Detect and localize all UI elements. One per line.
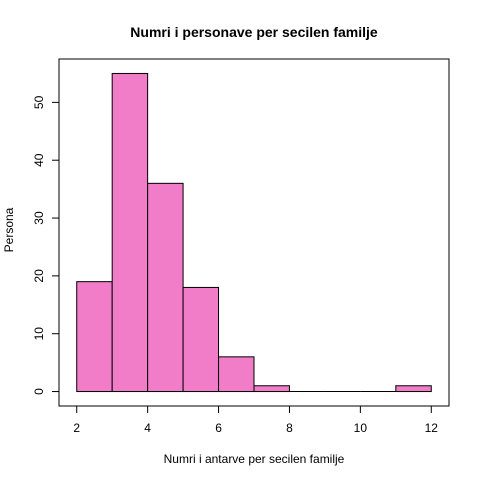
histogram-bar bbox=[77, 282, 112, 392]
chart-title: Numri i personave per secilen familje bbox=[130, 24, 378, 40]
x-tick-label: 10 bbox=[354, 421, 368, 435]
y-axis-label: Persona bbox=[2, 207, 16, 252]
y-tick-label: 40 bbox=[32, 153, 46, 167]
y-tick-label: 20 bbox=[32, 269, 46, 283]
x-axis: 2 4 6 8 10 12 bbox=[73, 406, 438, 435]
y-tick-label: 50 bbox=[32, 95, 46, 109]
x-tick-label: 8 bbox=[286, 421, 293, 435]
bars-group bbox=[77, 73, 432, 391]
y-tick-label: 30 bbox=[32, 211, 46, 225]
y-tick-label: 0 bbox=[32, 388, 46, 395]
x-tick-label: 2 bbox=[73, 421, 80, 435]
x-axis-label: Numri i antarve per secilen familje bbox=[164, 452, 345, 466]
histogram-bar bbox=[254, 386, 289, 392]
x-tick-label: 4 bbox=[144, 421, 151, 435]
x-tick-label: 12 bbox=[425, 421, 439, 435]
histogram-bar bbox=[112, 73, 147, 391]
x-tick-label: 6 bbox=[215, 421, 222, 435]
histogram-bar bbox=[183, 287, 218, 391]
y-tick-label: 10 bbox=[32, 327, 46, 341]
histogram-bar bbox=[148, 183, 183, 391]
histogram-bar bbox=[219, 357, 254, 392]
histogram-bar bbox=[396, 386, 431, 392]
y-axis: 0 10 20 30 40 50 bbox=[32, 95, 59, 395]
